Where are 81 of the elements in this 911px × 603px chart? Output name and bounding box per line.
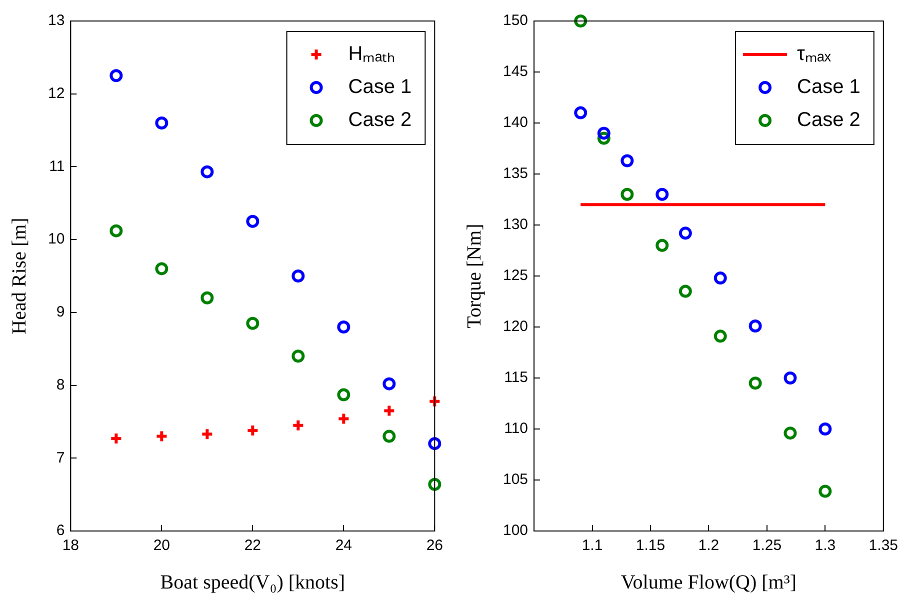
point (428, 394, 442, 408)
point (597, 126, 610, 140)
point (337, 412, 350, 426)
point (620, 154, 634, 168)
point (246, 316, 260, 330)
y-tick-label: 11 (49, 158, 65, 175)
point (784, 372, 797, 384)
x-tick-label: 1.1 (582, 537, 603, 554)
point (337, 388, 350, 402)
point (155, 430, 168, 443)
point (428, 478, 442, 491)
point (200, 165, 214, 178)
x-tick-label: 1.35 (868, 537, 898, 554)
y-tick-label: 6 (56, 522, 65, 540)
y-tick-label: 8 (56, 376, 65, 394)
point (678, 284, 692, 298)
point (748, 319, 762, 332)
point (292, 270, 305, 282)
point (656, 188, 669, 201)
point (574, 106, 588, 120)
y-tick-label: 13 (48, 12, 65, 30)
y-tick-label: 12 (48, 85, 65, 102)
point (110, 224, 123, 238)
point (656, 238, 669, 252)
x-tick-label: 26 (426, 537, 443, 554)
legend-label: Case 2 (797, 109, 860, 132)
x-tick-label: 20 (153, 537, 170, 554)
legend-label: Case 1 (348, 76, 412, 98)
y-tick-label: 115 (504, 369, 528, 386)
x-tick-label: 22 (244, 537, 262, 554)
legend-label: Case 2 (348, 109, 412, 132)
point (292, 418, 305, 432)
x-tick-label: 1.15 (636, 537, 666, 554)
y-axis-title: Torque [Nm] (463, 224, 486, 328)
point (200, 291, 214, 304)
legend-label: τₘₐₓ (797, 43, 832, 66)
y-tick-label: 140 (502, 114, 528, 132)
y-tick-label: 100 (502, 522, 528, 540)
point (292, 350, 305, 363)
legend-label: Case 1 (797, 76, 860, 98)
y-tick-label: 110 (504, 420, 528, 438)
point (337, 320, 350, 334)
point (200, 428, 214, 441)
point (382, 377, 396, 390)
x-tick-label: 1.2 (698, 537, 720, 554)
y-tick-label: 130 (502, 216, 528, 234)
point (784, 426, 797, 440)
y-tick-label: 7 (56, 449, 65, 466)
point (678, 226, 692, 240)
point (428, 437, 442, 450)
x-tick-label: 24 (335, 537, 352, 554)
point (382, 404, 396, 418)
y-tick-label: 120 (502, 318, 528, 336)
point (818, 422, 832, 436)
point (714, 272, 727, 285)
point (246, 424, 260, 437)
y-tick-label: 105 (502, 471, 528, 488)
y-tick-label: 145 (502, 63, 528, 80)
y-tick-label: 150 (502, 12, 528, 30)
point (110, 432, 123, 445)
x-axis-title: Boat speed(V₀) [knots] (160, 571, 346, 594)
y-axis-title: Head Rise [m] (8, 218, 30, 334)
y-tick-label: 125 (502, 267, 528, 284)
point (155, 116, 168, 130)
point (748, 376, 762, 390)
legend-label: Hₘₐₜₕ (348, 43, 396, 66)
y-tick-label: 135 (502, 165, 528, 182)
y-tick-label: 10 (48, 230, 65, 248)
point (246, 214, 260, 228)
x-tick-label: 1.25 (752, 537, 782, 554)
point (110, 69, 123, 82)
point (574, 14, 588, 28)
x-tick-label: 1.3 (814, 537, 836, 554)
x-axis-title: Volume Flow(Q) [m³] (620, 571, 797, 594)
point (818, 484, 832, 498)
y-tick-label: 9 (56, 304, 65, 321)
point (714, 330, 727, 343)
x-tick-label: 18 (62, 537, 80, 554)
point (155, 262, 168, 276)
point (382, 430, 396, 443)
point (620, 188, 634, 201)
